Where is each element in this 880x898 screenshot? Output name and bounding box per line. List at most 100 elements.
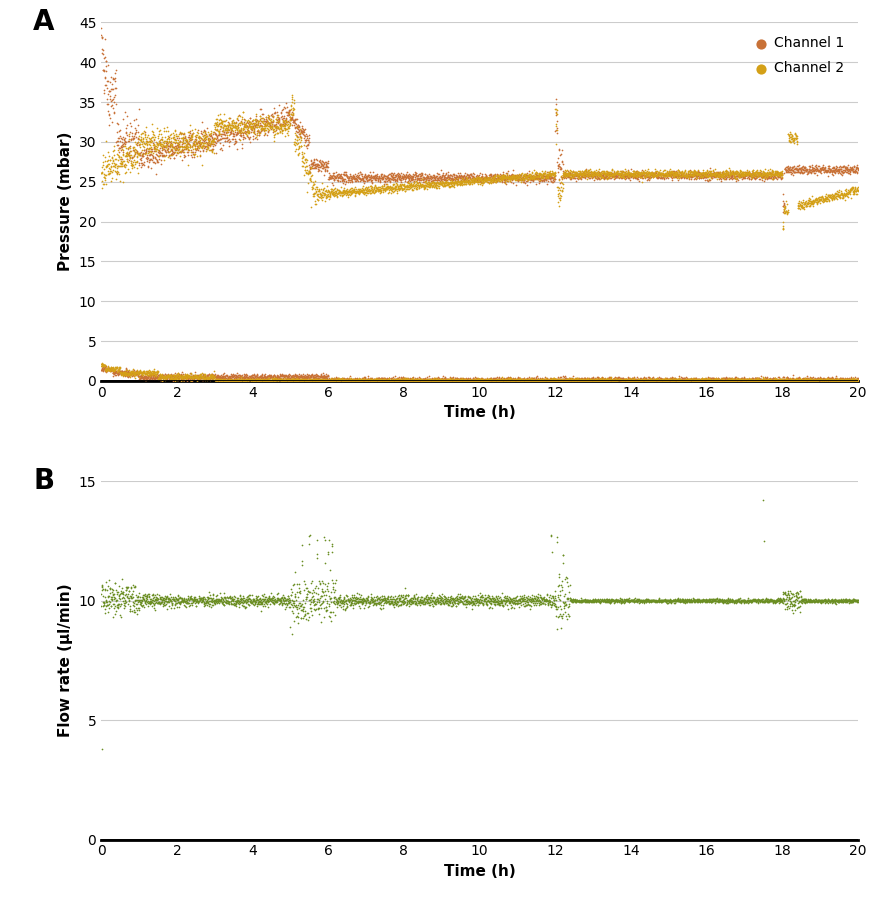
Point (356, 374, 370, 388)
Point (795, 595, 809, 610)
Point (670, 594, 684, 608)
Channel 1 (341, 170, 355, 184)
Channel 1 (620, 167, 634, 181)
Point (825, 372, 840, 386)
Channel 2 (473, 173, 488, 188)
Channel 1 (272, 98, 286, 112)
Point (194, 371, 208, 385)
Channel 2 (586, 168, 600, 182)
Channel 2 (750, 164, 764, 179)
Channel 1 (628, 168, 642, 182)
Point (693, 594, 707, 608)
Channel 2 (194, 136, 208, 151)
Point (100, 605, 114, 620)
Channel 1 (737, 170, 751, 184)
Channel 1 (309, 161, 323, 175)
Point (472, 374, 486, 388)
Point (170, 369, 184, 383)
Channel 2 (101, 163, 115, 178)
Point (207, 590, 221, 604)
Channel 2 (417, 178, 431, 192)
Point (106, 363, 120, 377)
Point (412, 596, 426, 611)
Point (259, 596, 273, 611)
Channel 1 (587, 169, 601, 183)
Point (369, 596, 383, 611)
Channel 1 (780, 160, 794, 174)
Point (589, 373, 603, 387)
Channel 2 (798, 196, 812, 210)
Channel 2 (286, 107, 300, 121)
Point (670, 372, 684, 386)
Point (447, 374, 461, 388)
Channel 2 (708, 165, 722, 180)
Point (461, 373, 475, 387)
Point (479, 374, 493, 388)
Channel 2 (142, 146, 156, 161)
Point (96, 360, 110, 374)
Channel 1 (94, 28, 108, 42)
Point (479, 595, 493, 610)
Point (356, 373, 370, 387)
Point (470, 373, 484, 387)
Point (440, 371, 454, 385)
Channel 1 (644, 170, 658, 184)
Channel 1 (198, 130, 212, 145)
Channel 1 (282, 110, 297, 125)
Channel 2 (743, 167, 757, 181)
Channel 2 (119, 148, 133, 163)
Channel 1 (760, 169, 774, 183)
Point (759, 594, 774, 608)
Point (753, 372, 767, 386)
Point (713, 374, 727, 388)
Channel 2 (542, 168, 556, 182)
Point (276, 373, 290, 387)
Point (847, 373, 862, 387)
Point (604, 372, 618, 386)
Point (769, 372, 783, 386)
Channel 2 (333, 183, 347, 198)
Point (674, 370, 688, 384)
Point (315, 373, 329, 387)
Point (385, 374, 400, 388)
Point (557, 374, 571, 388)
Channel 1 (162, 129, 176, 144)
Point (766, 594, 781, 609)
Channel 2 (217, 118, 231, 132)
Point (450, 595, 464, 610)
Point (608, 374, 622, 388)
Point (547, 374, 561, 388)
Point (100, 361, 114, 375)
Point (194, 369, 209, 383)
Channel 1 (668, 165, 682, 180)
Channel 1 (403, 170, 417, 184)
Point (197, 595, 211, 610)
Point (344, 596, 358, 611)
Point (622, 594, 636, 609)
Point (810, 594, 824, 609)
Point (343, 373, 357, 387)
Point (499, 374, 513, 388)
Channel 1 (622, 171, 636, 185)
Channel 1 (840, 165, 854, 180)
Point (384, 374, 398, 388)
Channel 1 (630, 166, 644, 180)
Point (639, 592, 653, 606)
Channel 1 (140, 150, 154, 164)
Point (636, 374, 650, 388)
Point (145, 599, 159, 613)
Point (480, 374, 494, 388)
Channel 2 (400, 179, 414, 193)
Point (122, 369, 136, 383)
Channel 1 (115, 152, 129, 166)
Point (175, 592, 189, 606)
Point (805, 373, 819, 387)
Point (548, 372, 562, 386)
Channel 2 (525, 170, 539, 184)
Channel 2 (715, 164, 730, 179)
Channel 2 (563, 163, 577, 177)
Point (216, 597, 231, 612)
Point (450, 372, 464, 386)
Point (141, 369, 155, 383)
Channel 1 (143, 153, 157, 167)
